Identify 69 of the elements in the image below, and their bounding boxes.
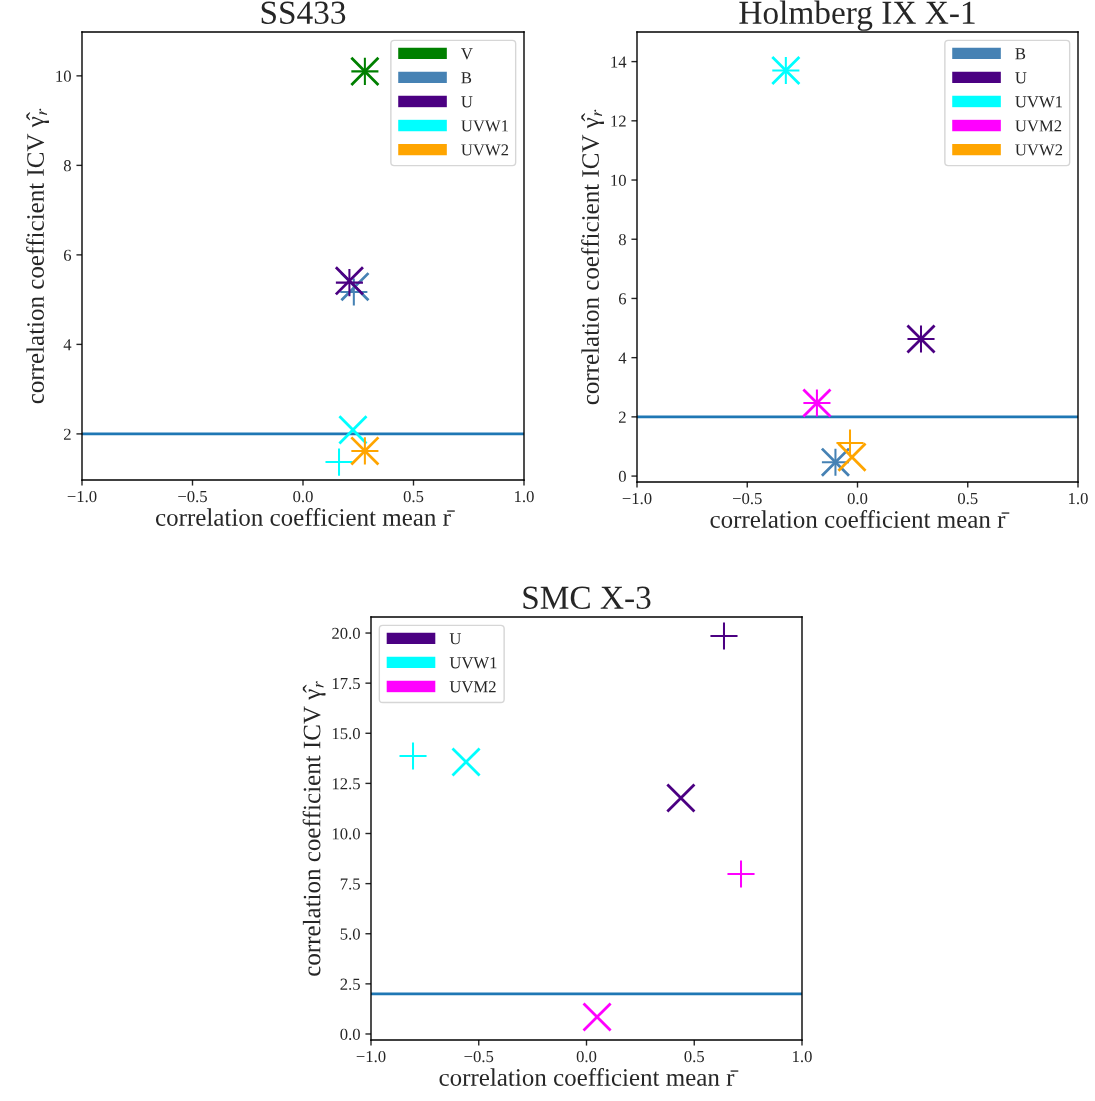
legend-label: UVW1 (461, 120, 508, 132)
x-tick-label: 0.5 (957, 492, 978, 505)
y-tick-label: 0.0 (340, 1028, 360, 1041)
chart-title: Holmberg IX X-1 (739, 0, 975, 31)
y-axis-title: correlation coefficient ICV γ̂$_{r}$ (302, 681, 326, 976)
point (451, 747, 481, 777)
x-tick-label: 0.0 (293, 490, 313, 503)
y-tick-label: 6 (618, 293, 627, 305)
legend-label: U (449, 633, 462, 645)
legend-label: UVM2 (1015, 120, 1062, 132)
x-axis-title: correlation coefficient mean r̄ (710, 510, 1010, 528)
point (582, 1002, 612, 1032)
y-tick-label: 4 (618, 352, 627, 364)
y-tick-label: 8 (618, 233, 626, 246)
y-tick-label: 20.0 (332, 627, 360, 640)
x-tick-label: −1.0 (356, 1050, 386, 1063)
point (665, 783, 696, 813)
legend-label: UVW2 (461, 144, 509, 156)
y-tick-label: 4 (63, 339, 72, 351)
x-tick-label: −0.5 (732, 492, 762, 505)
y-tick-label: 12 (611, 115, 626, 127)
point (836, 429, 864, 457)
y-tick-label: 10 (56, 70, 71, 82)
x-axis-title: correlation coefficient mean r̄ (439, 1068, 739, 1086)
y-tick-label: 8 (63, 160, 71, 172)
y-tick-label: 0 (618, 470, 626, 483)
point (399, 742, 427, 770)
x-tick-label: −1.0 (67, 490, 97, 503)
x-tick-label: −0.5 (178, 490, 207, 503)
y-tick-label: 14 (611, 56, 627, 68)
point (710, 622, 738, 650)
x-tick-label: −1.0 (622, 492, 652, 505)
x-tick-label: 0.5 (684, 1050, 705, 1063)
legend-label: UVM2 (449, 681, 496, 693)
x-tick-label: 0.0 (847, 492, 868, 505)
x-tick-label: 1.0 (793, 1050, 812, 1063)
legend-label: B (461, 72, 472, 84)
y-tick-label: 7.5 (340, 878, 360, 890)
legend-label: UVW1 (449, 657, 497, 669)
point (837, 442, 867, 473)
legend-label: B (1015, 48, 1026, 60)
y-tick-label: 2.5 (340, 978, 360, 990)
chart-title: SMC X-3 (523, 586, 651, 609)
legend-label: U (1015, 72, 1027, 84)
y-tick-label: 12.5 (332, 778, 360, 790)
y-axis-title: correlation coefficient ICV γ̂$_{r}$ (26, 108, 50, 404)
y-tick-label: 5.0 (340, 928, 360, 940)
chart-title: SS433 (261, 1, 346, 24)
y-axis-title: correlation coefficient ICV γ̂$_{r}$ (581, 109, 605, 405)
point (325, 448, 353, 476)
y-tick-label: 2 (63, 428, 71, 440)
legend-label: UVW2 (1015, 144, 1063, 156)
y-tick-label: 17.5 (332, 677, 360, 690)
y-tick-label: 6 (63, 249, 72, 261)
y-tick-label: 10.0 (332, 828, 360, 840)
x-tick-label: 1.0 (515, 490, 534, 503)
x-tick-label: 1.0 (1069, 492, 1088, 505)
y-tick-label: 10 (611, 174, 626, 186)
legend-label: UVW1 (1015, 96, 1062, 108)
y-tick-label: 15.0 (332, 727, 360, 740)
x-tick-label: 0.0 (576, 1050, 597, 1063)
legend-label: V (461, 48, 473, 60)
point (338, 414, 368, 445)
x-axis-title: correlation coefficient mean r̄ (155, 508, 455, 526)
y-tick-label: 2 (618, 411, 626, 423)
x-tick-label: 0.5 (403, 490, 424, 503)
x-tick-label: −0.5 (464, 1050, 494, 1063)
point (727, 860, 755, 888)
legend-label: U (461, 96, 473, 108)
